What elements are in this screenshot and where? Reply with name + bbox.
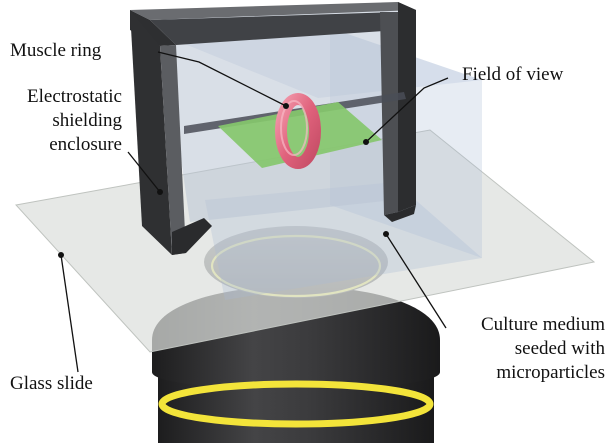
label-field-of-view: Field of view [462, 64, 564, 85]
leader-glass-slide-dot [58, 252, 64, 258]
label-enclosure-line3: enclosure [49, 134, 122, 155]
enclosure-roof-front [130, 10, 176, 46]
label-enclosure-line1: Electrostatic [27, 86, 122, 107]
labels: Muscle ring Field of view Electrostatic … [10, 40, 605, 394]
label-glass-slide: Glass slide [10, 373, 93, 394]
objective-yellow-band [158, 380, 434, 428]
label-medium-line3: microparticles [496, 362, 605, 383]
muscle-ring [275, 93, 321, 169]
leader-enclosure-dot [157, 189, 163, 195]
leader-field-of-view [365, 77, 449, 143]
enclosure-roof-top [130, 2, 416, 20]
enclosure-right-wall-face [380, 12, 398, 215]
leader-field-of-view-dot [363, 139, 369, 145]
leader-culture-medium-dot [383, 231, 389, 237]
leader-enclosure [127, 151, 161, 193]
enclosure-roof-underside [150, 12, 398, 45]
sample-holder [184, 92, 406, 168]
green-substrate [218, 102, 382, 168]
label-enclosure-line2: shielding [52, 110, 122, 131]
label-medium-line2: seeded with [515, 338, 606, 359]
label-muscle-ring: Muscle ring [10, 40, 102, 61]
enclosure-floor-right [384, 205, 416, 222]
enclosure-right-wall-side [398, 2, 416, 212]
leader-culture-medium [385, 233, 447, 329]
leader-lines [58, 51, 449, 373]
leader-muscle-ring-dot [283, 103, 289, 109]
enclosure-floor-edge [172, 218, 212, 255]
label-medium-line1: Culture medium [481, 314, 605, 335]
muscle-ring-highlight [280, 100, 308, 156]
leader-muscle-ring [157, 51, 287, 107]
leader-glass-slide [60, 254, 79, 373]
enclosure-left-wall-side [160, 45, 186, 255]
